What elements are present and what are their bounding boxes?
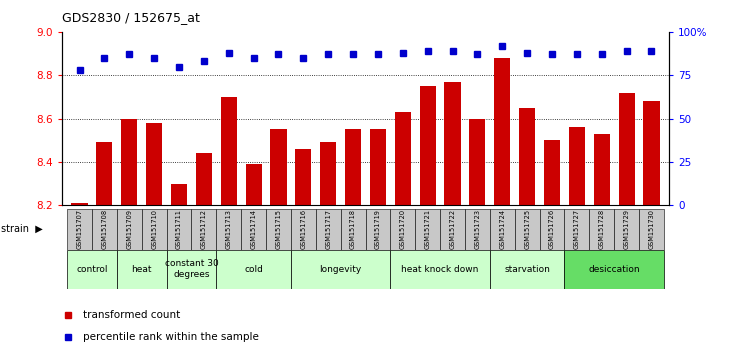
Text: longevity: longevity [319, 264, 362, 274]
FancyBboxPatch shape [639, 209, 664, 250]
Bar [519, 108, 535, 205]
Bar [469, 119, 485, 205]
Bar [345, 130, 361, 205]
FancyBboxPatch shape [564, 209, 589, 250]
Text: GSM151717: GSM151717 [325, 209, 331, 249]
FancyBboxPatch shape [117, 250, 167, 289]
Text: GSM151719: GSM151719 [375, 209, 381, 249]
Text: constant 30
degrees: constant 30 degrees [164, 259, 219, 279]
FancyBboxPatch shape [415, 209, 440, 250]
FancyBboxPatch shape [266, 209, 291, 250]
Bar [494, 58, 510, 205]
Bar [121, 119, 137, 205]
Bar [618, 92, 635, 205]
FancyBboxPatch shape [192, 209, 216, 250]
Text: GSM151718: GSM151718 [350, 209, 356, 249]
FancyBboxPatch shape [291, 250, 390, 289]
Bar [444, 82, 461, 205]
FancyBboxPatch shape [316, 209, 341, 250]
Bar [171, 184, 187, 205]
Bar [544, 140, 560, 205]
Text: GSM151712: GSM151712 [201, 209, 207, 249]
Bar [146, 123, 162, 205]
Bar [370, 130, 386, 205]
Bar [196, 153, 212, 205]
FancyBboxPatch shape [142, 209, 167, 250]
FancyBboxPatch shape [167, 209, 192, 250]
Bar [221, 97, 237, 205]
Text: GSM151716: GSM151716 [300, 209, 306, 249]
FancyBboxPatch shape [67, 250, 117, 289]
Bar [594, 134, 610, 205]
Text: GSM151726: GSM151726 [549, 209, 555, 249]
Bar [395, 112, 411, 205]
FancyBboxPatch shape [390, 250, 490, 289]
FancyBboxPatch shape [291, 209, 316, 250]
Text: GSM151709: GSM151709 [126, 209, 132, 249]
Text: GSM151710: GSM151710 [151, 209, 157, 249]
Bar [420, 86, 436, 205]
Text: GSM151728: GSM151728 [599, 209, 605, 249]
Text: transformed count: transformed count [83, 310, 181, 320]
Text: GSM151722: GSM151722 [450, 209, 455, 249]
Text: GSM151721: GSM151721 [425, 209, 431, 249]
Bar [320, 142, 336, 205]
Text: GSM151708: GSM151708 [102, 209, 107, 249]
FancyBboxPatch shape [366, 209, 390, 250]
Text: GSM151723: GSM151723 [474, 209, 480, 249]
Text: control: control [76, 264, 107, 274]
Text: GSM151724: GSM151724 [499, 209, 505, 249]
Text: heat: heat [132, 264, 152, 274]
Text: GSM151730: GSM151730 [648, 209, 654, 249]
FancyBboxPatch shape [216, 209, 241, 250]
Text: GSM151707: GSM151707 [77, 209, 83, 249]
Bar [246, 164, 262, 205]
Bar [295, 149, 311, 205]
FancyBboxPatch shape [440, 209, 465, 250]
FancyBboxPatch shape [465, 209, 490, 250]
Bar [96, 142, 113, 205]
FancyBboxPatch shape [167, 250, 216, 289]
Text: GSM151715: GSM151715 [276, 209, 281, 249]
FancyBboxPatch shape [490, 209, 515, 250]
Text: GSM151727: GSM151727 [574, 209, 580, 249]
FancyBboxPatch shape [539, 209, 564, 250]
Bar [72, 203, 88, 205]
Text: cold: cold [244, 264, 263, 274]
FancyBboxPatch shape [216, 250, 291, 289]
Text: GSM151720: GSM151720 [400, 209, 406, 249]
FancyBboxPatch shape [614, 209, 639, 250]
Text: GDS2830 / 152675_at: GDS2830 / 152675_at [62, 11, 200, 24]
FancyBboxPatch shape [92, 209, 117, 250]
Text: GSM151729: GSM151729 [624, 209, 629, 249]
Text: desiccation: desiccation [588, 264, 640, 274]
Bar [270, 130, 287, 205]
Bar [643, 101, 659, 205]
FancyBboxPatch shape [390, 209, 415, 250]
Text: GSM151714: GSM151714 [251, 209, 257, 249]
Text: GSM151725: GSM151725 [524, 209, 530, 249]
Text: percentile rank within the sample: percentile rank within the sample [83, 332, 260, 342]
FancyBboxPatch shape [241, 209, 266, 250]
FancyBboxPatch shape [341, 209, 366, 250]
FancyBboxPatch shape [564, 250, 664, 289]
Text: GSM151711: GSM151711 [176, 209, 182, 249]
FancyBboxPatch shape [117, 209, 142, 250]
FancyBboxPatch shape [589, 209, 614, 250]
Text: GSM151713: GSM151713 [226, 209, 232, 249]
FancyBboxPatch shape [515, 209, 539, 250]
Text: heat knock down: heat knock down [401, 264, 479, 274]
Text: starvation: starvation [504, 264, 550, 274]
Bar [569, 127, 585, 205]
FancyBboxPatch shape [490, 250, 564, 289]
FancyBboxPatch shape [67, 209, 92, 250]
Text: strain  ▶: strain ▶ [1, 224, 42, 234]
